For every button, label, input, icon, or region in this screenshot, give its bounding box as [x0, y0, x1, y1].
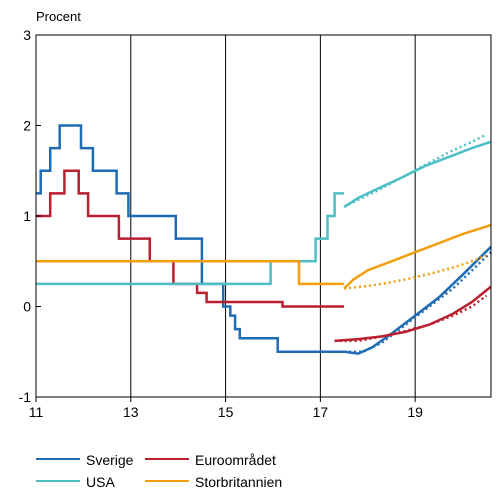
series-line-sverige: [36, 124, 345, 354]
y-tick-label-1: 1: [23, 208, 31, 224]
legend-label-sverige: Sverige: [86, 452, 134, 468]
legend-item-euroomradet: Euroområdet: [145, 452, 276, 468]
x-tick-label-19: 19: [407, 404, 423, 420]
forecast-solid-euroomradet: [334, 285, 492, 343]
y-axis-title: Procent: [36, 9, 81, 24]
y-tick-label-2: 2: [23, 118, 31, 134]
legend-swatch-usa: [36, 480, 80, 483]
series-line-euroomradet: [36, 169, 345, 308]
y-tick-label-0: 0: [23, 299, 31, 315]
legend-swatch-storbritannien: [145, 480, 189, 483]
x-tick-label-17: 17: [313, 404, 329, 420]
series-line-storbritannien: [36, 260, 345, 286]
ticks: 11 13 15 17 19 -1 0 1 2 3: [19, 27, 424, 420]
legend-item-usa: USA: [36, 474, 115, 490]
legend-label-storbritannien: Storbritannien: [195, 474, 283, 490]
forecast-dotted-sverige: [344, 251, 492, 354]
x-tick-label-11: 11: [29, 404, 44, 420]
forecast-solid-sverige: [343, 245, 492, 355]
legend-swatch-sverige: [36, 458, 80, 461]
forecast-solid-storbritannien: [343, 223, 492, 290]
legend-item-storbritannien: Storbritannien: [145, 474, 282, 490]
legend-label-euroomradet: Euroområdet: [195, 452, 276, 468]
x-tick-label-15: 15: [218, 404, 234, 420]
series-layer: [36, 124, 492, 355]
x-tick-label-13: 13: [123, 404, 139, 420]
y-tick-label-3: 3: [23, 27, 31, 43]
legend-label-usa: USA: [86, 474, 115, 490]
y-tick-label--1: -1: [19, 389, 32, 405]
forecast-solid-usa: [343, 140, 492, 208]
series-line-usa: [36, 192, 345, 286]
legend-item-sverige: Sverige: [36, 452, 133, 468]
legend-swatch-euroomradet: [145, 458, 189, 461]
